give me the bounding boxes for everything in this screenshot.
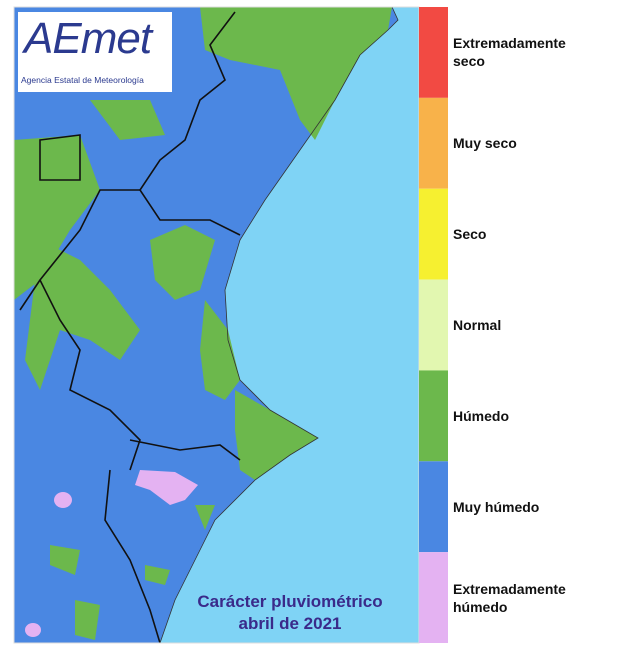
legend-label: Extremadamente seco (453, 35, 566, 70)
legend-label: Extremadamente húmedo (453, 580, 566, 615)
legend-swatch (419, 279, 448, 371)
legend-label: Seco (453, 226, 487, 243)
legend-label: Muy húmedo (453, 498, 540, 515)
caption: abril de 2021 (238, 614, 342, 633)
borders (19, 11, 241, 644)
legend-swatch (419, 97, 448, 189)
legend (419, 7, 448, 643)
logo: AEmet Agencia Estatal de Meteorología (18, 12, 172, 92)
caption: Carácter pluviométrico (197, 592, 383, 611)
legend-swatch (419, 7, 448, 98)
legend-swatch (419, 461, 448, 553)
legend-label: Húmedo (453, 407, 509, 424)
very-humid-areas (25, 470, 198, 637)
legend-swatch (419, 552, 448, 643)
legend-swatch (419, 370, 448, 462)
legend-swatch (419, 188, 448, 280)
legend-label: Muy seco (453, 135, 517, 152)
logo-subtitle: Agencia Estatal de Meteorología (21, 75, 144, 85)
legend-label: Normal (453, 317, 502, 333)
humid-areas (14, 7, 392, 640)
coastline (14, 6, 399, 644)
logo-wordmark: AEmet (24, 14, 152, 63)
